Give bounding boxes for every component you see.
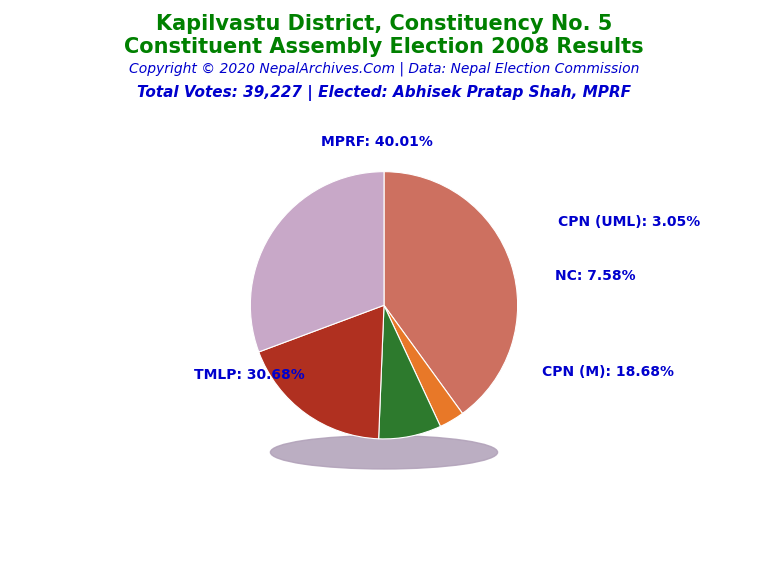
Text: CPN (M): 18.68%: CPN (M): 18.68%	[541, 365, 674, 379]
Wedge shape	[384, 172, 518, 414]
Text: Copyright © 2020 NepalArchives.Com | Data: Nepal Election Commission: Copyright © 2020 NepalArchives.Com | Dat…	[129, 62, 639, 76]
Text: MPRF: 40.01%: MPRF: 40.01%	[321, 135, 433, 149]
Text: Constituent Assembly Election 2008 Results: Constituent Assembly Election 2008 Resul…	[124, 37, 644, 58]
Text: Total Votes: 39,227 | Elected: Abhisek Pratap Shah, MPRF: Total Votes: 39,227 | Elected: Abhisek P…	[137, 85, 631, 101]
Wedge shape	[379, 305, 440, 439]
Wedge shape	[259, 305, 384, 439]
Text: Kapilvastu District, Constituency No. 5: Kapilvastu District, Constituency No. 5	[156, 14, 612, 35]
Text: NC: 7.58%: NC: 7.58%	[555, 269, 636, 283]
Wedge shape	[384, 305, 462, 426]
Ellipse shape	[270, 435, 498, 469]
Wedge shape	[250, 172, 384, 352]
Text: TMLP: 30.68%: TMLP: 30.68%	[194, 367, 305, 382]
Text: CPN (UML): 3.05%: CPN (UML): 3.05%	[558, 215, 700, 229]
